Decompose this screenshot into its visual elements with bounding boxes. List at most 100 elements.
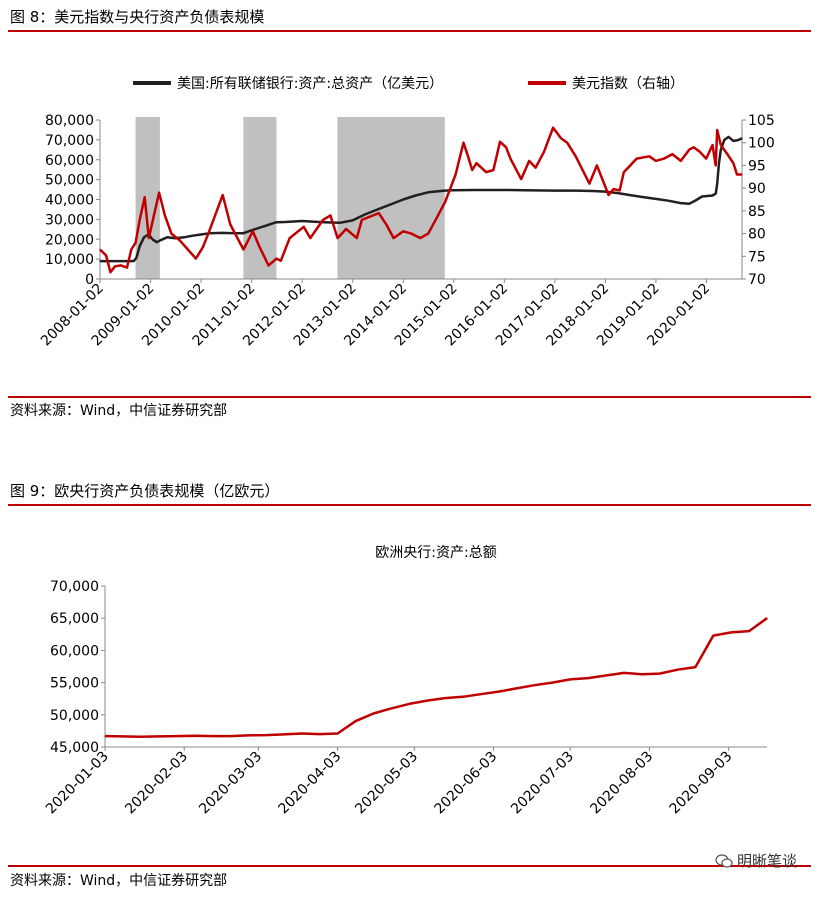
series-1-point (301, 732, 303, 735)
series-2-point (608, 194, 610, 196)
series-2-point (492, 169, 494, 171)
wechat-icon (715, 853, 733, 868)
y-left-tick-label: 0 (85, 272, 94, 288)
series-1-point (659, 673, 661, 675)
series-2-point (716, 129, 718, 131)
series-2-point (329, 214, 331, 216)
series-2-point (179, 239, 181, 241)
y-left-tick-label: 60,000 (50, 643, 99, 659)
figure-8-source: 资料来源：Wind，中信证券研究部 (10, 403, 228, 419)
series-1-point (498, 691, 500, 693)
x-tick-label: 2020-08-03 (587, 749, 656, 818)
series-1-point (712, 635, 714, 637)
series-2-point (629, 164, 631, 166)
series-1-point (339, 222, 341, 224)
series-1-point (569, 678, 571, 680)
series-2-point (393, 237, 395, 239)
series-1-point (444, 697, 446, 699)
series-1-point (319, 733, 321, 735)
x-tick-label: 2020-06-03 (431, 749, 500, 818)
series-2-point (99, 248, 101, 251)
series-1-point (160, 239, 162, 241)
series-1-point (605, 674, 607, 677)
series-2-point (619, 189, 621, 191)
y-left-tick-label: 60,000 (45, 153, 94, 169)
series-1-point (473, 189, 476, 191)
series-2-point (410, 233, 412, 235)
series-2-point (229, 223, 231, 226)
series-2-point (109, 271, 111, 273)
y-left-tick-label: 40,000 (45, 193, 94, 209)
series-1-point (176, 735, 178, 737)
series-2-point (222, 194, 224, 196)
series-1-point (140, 736, 142, 738)
y-right-tick-label: 95 (748, 158, 766, 174)
series-1-point (99, 260, 101, 262)
series-1-point (737, 139, 739, 141)
series-1-point (389, 203, 391, 206)
series-1-point (221, 232, 223, 234)
y-left-tick-label: 50,000 (50, 708, 99, 724)
watermark-text: 明晰笔谈 (736, 852, 797, 870)
series-2-point (126, 267, 128, 269)
series-2-point (130, 248, 132, 251)
series-2-point (148, 237, 150, 239)
series-2-point (385, 223, 387, 226)
series-1-point (680, 202, 682, 204)
series-2-point (455, 173, 457, 176)
y-right-tick-label: 80 (748, 227, 766, 243)
series-1-point (480, 693, 482, 695)
recession-shade (337, 117, 445, 279)
series-2-point (505, 146, 507, 148)
y-left-tick-label: 65,000 (50, 611, 99, 627)
x-tick-label: 2020-07-03 (508, 749, 577, 818)
series-2-point (732, 162, 735, 164)
series-1-point (390, 707, 392, 709)
figure-9-title: 图 9：欧央行资产负债表规模（亿欧元） (10, 482, 280, 500)
series-2-point (711, 144, 714, 146)
y-right-tick-label: 100 (748, 136, 775, 152)
series-1-point (732, 140, 735, 142)
series-2-point (588, 183, 591, 185)
series-1-point (575, 190, 577, 192)
series-2-point (636, 158, 638, 160)
series-2-point (195, 258, 197, 260)
series-2-point (475, 162, 478, 164)
series-2-point (144, 196, 146, 198)
legend-label-2: 美元指数（右轴） (572, 76, 684, 92)
y-left-tick-label: 70,000 (50, 579, 99, 595)
series-1-point (135, 257, 137, 259)
series-1-point (715, 192, 717, 195)
figure-8-source-rule (8, 396, 811, 398)
series-1-point (515, 687, 518, 689)
y-left-tick-label: 50,000 (45, 173, 94, 189)
y-right-tick-label: 85 (748, 204, 766, 220)
y-left-tick-label: 30,000 (45, 212, 94, 228)
series-1-point (122, 735, 124, 737)
series-line-1 (104, 617, 768, 738)
series-1-point (617, 192, 619, 194)
series-2-point (705, 158, 707, 160)
series-2-point (528, 160, 530, 162)
series-1-point (676, 669, 679, 671)
series-1-point (372, 712, 374, 715)
figure-8-title-rule (8, 30, 811, 32)
series-1-point (158, 735, 160, 737)
series-2-point (699, 151, 701, 153)
series-2-point (309, 237, 311, 239)
figure-8-chart: 0 10,000 20,000 30,000 40,000 50,000 60,000 70,… (38, 76, 775, 349)
y-left-tick-label: 10,000 (45, 252, 94, 268)
series-1-point (462, 696, 464, 698)
series-2-point (402, 230, 404, 232)
series-2-point (303, 226, 305, 228)
series-1-point (741, 137, 743, 139)
series-1-point (415, 194, 417, 197)
series-2-point (120, 264, 122, 266)
chart-title: 欧洲央行:资产:总额 (375, 545, 496, 561)
series-2-point (105, 254, 107, 256)
series-2-point (419, 237, 421, 239)
series-2-point (208, 230, 210, 232)
series-2-point (566, 142, 568, 144)
series-2-point (322, 219, 324, 221)
series-2-point (139, 219, 141, 221)
